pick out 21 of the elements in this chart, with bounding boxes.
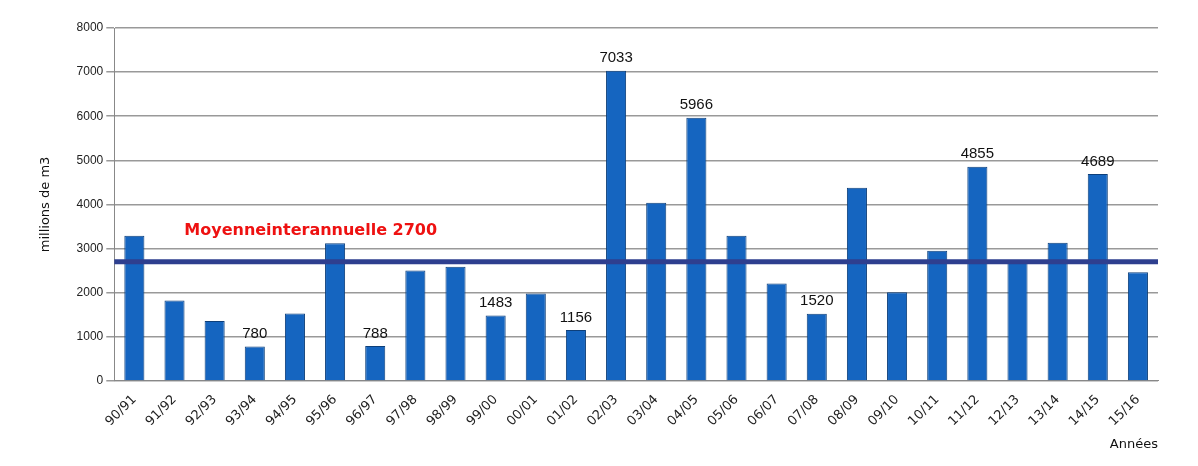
y-tick-label: 3000 (76, 240, 104, 255)
y-tick-label: 4000 (76, 196, 104, 211)
data-label: 5966 (679, 95, 714, 113)
data-label: 1520 (800, 291, 834, 309)
y-tick-label: 6000 (76, 108, 104, 123)
data-label: 780 (242, 324, 268, 342)
data-label: 788 (362, 323, 388, 341)
y-tick-label: 1000 (76, 329, 104, 344)
data-label: 7033 (599, 48, 633, 66)
ref-line-label: Moyenneinterannuelle 2700 (184, 219, 438, 239)
x-axis-title: Années (1109, 435, 1159, 451)
y-tick-label: 8000 (76, 20, 104, 35)
data-label: 4855 (960, 144, 995, 162)
y-tick-label: 2000 (76, 284, 104, 299)
data-label: 1483 (478, 293, 513, 311)
data-label: 4689 (1081, 151, 1115, 169)
y-axis-title: millions de m3 (37, 156, 53, 253)
data-label: 1156 (559, 307, 593, 325)
y-tick-label: 7000 (76, 64, 104, 79)
y-tick-label: 5000 (76, 152, 104, 167)
y-tick-label: 0 (96, 373, 104, 388)
